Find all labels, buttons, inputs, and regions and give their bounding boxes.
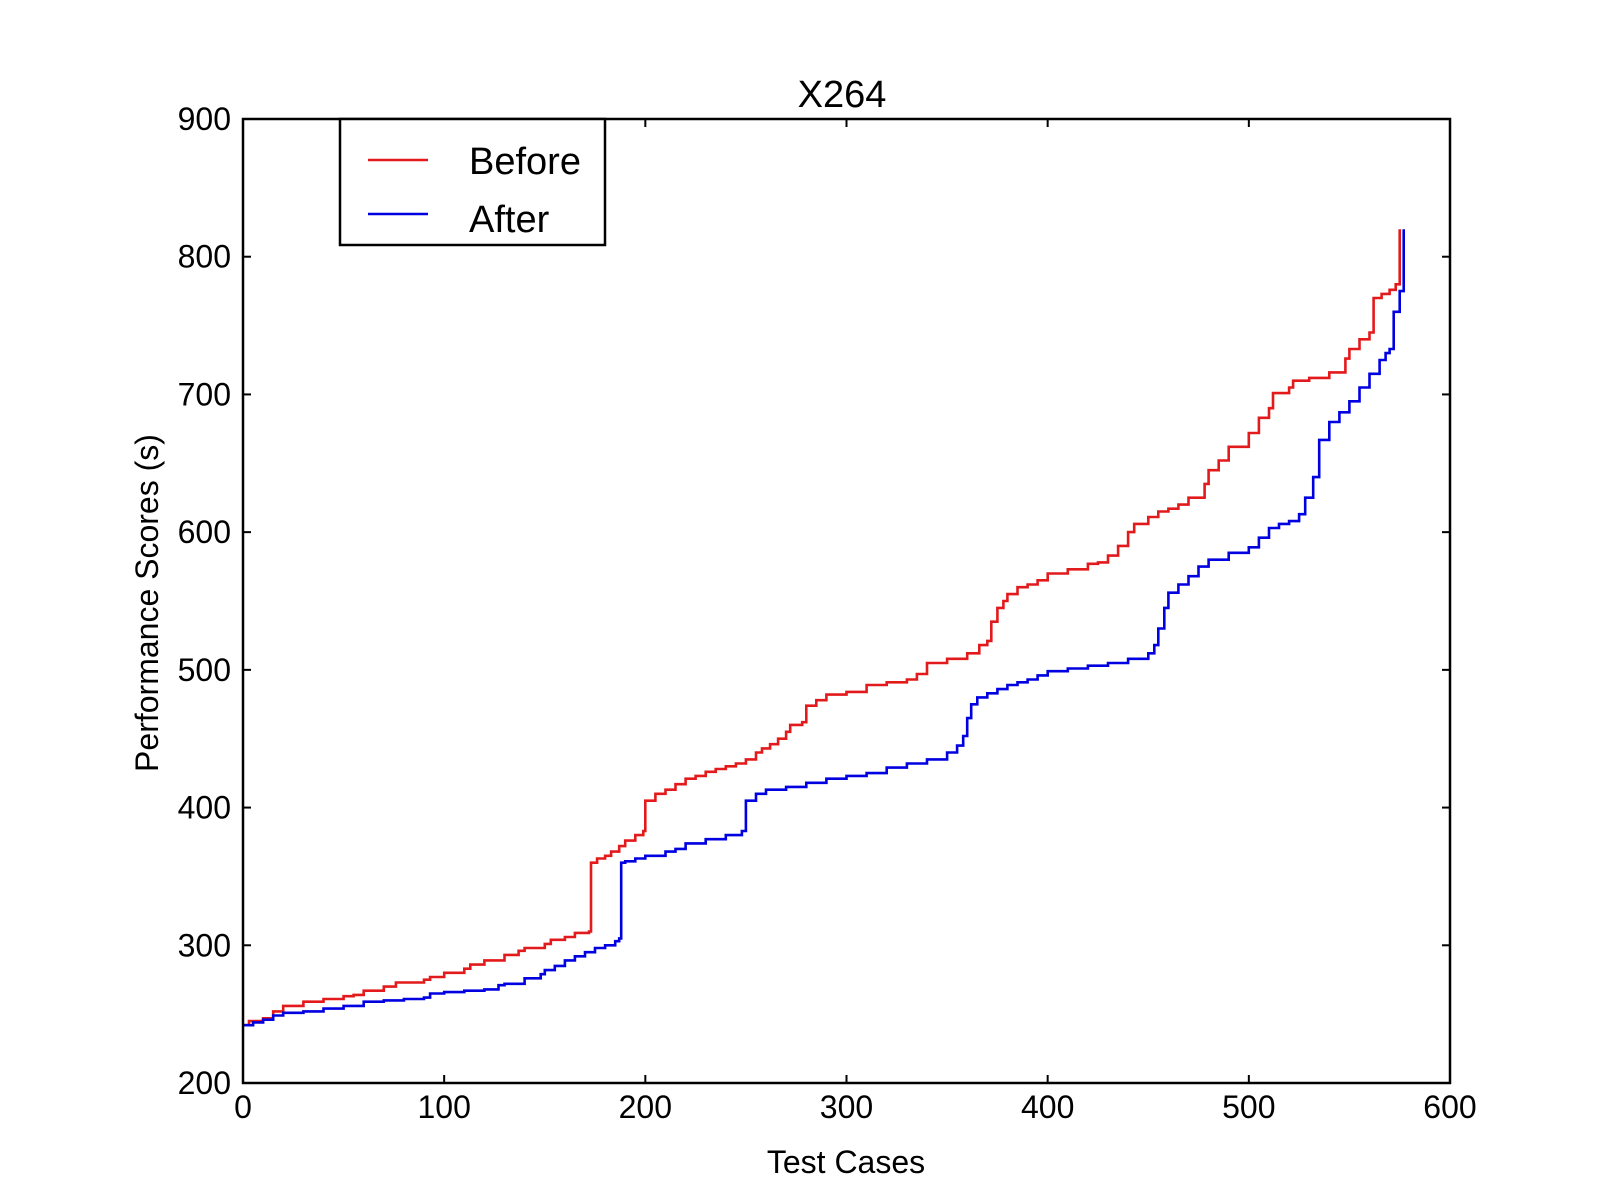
y-tick-label: 800 [178, 239, 231, 275]
x-tick-label: 200 [619, 1089, 672, 1125]
x-tick-label: 0 [234, 1089, 252, 1125]
y-tick-label: 200 [178, 1065, 231, 1101]
legend-label-after: After [469, 199, 550, 241]
legend: Before After [338, 117, 607, 247]
series-layer [243, 229, 1405, 1027]
y-tick-label: 900 [178, 101, 231, 137]
legend-box [338, 117, 607, 247]
y-tick-label: 700 [178, 376, 231, 412]
x-tick-label: 500 [1222, 1089, 1275, 1125]
y-tick-label: 600 [178, 514, 231, 550]
legend-label-before: Before [469, 141, 581, 183]
y-tick-label: 300 [178, 927, 231, 963]
chart-title: X264 [798, 74, 887, 116]
x-tick-label: 600 [1423, 1089, 1476, 1125]
x-tick-label: 300 [820, 1089, 873, 1125]
series-line-before [243, 229, 1401, 1027]
y-tick-label: 500 [178, 652, 231, 688]
x-tick-label: 400 [1021, 1089, 1074, 1125]
x-tick-label: 100 [417, 1089, 470, 1125]
x-axis-title: Test Cases [767, 1144, 925, 1180]
axis-ticks: 0 100 200 300 400 500 600 200 300 400 500 600 700 800… [178, 101, 1477, 1125]
y-tick-label: 400 [178, 790, 231, 826]
series-line-after [243, 229, 1405, 1027]
y-axis-title: Performance Scores (s) [129, 434, 165, 772]
